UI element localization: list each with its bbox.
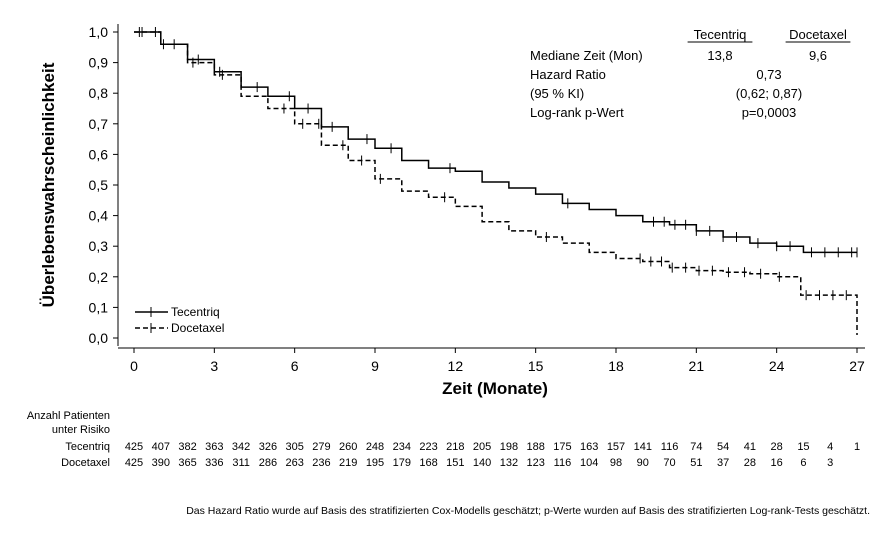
at-risk-value: 390 — [152, 457, 170, 469]
at-risk-value: 163 — [580, 441, 598, 453]
at-risk-value: 151 — [446, 457, 464, 469]
at-risk-value: 90 — [637, 457, 649, 469]
x-axis-label: Zeit (Monate) — [442, 379, 548, 398]
at-risk-value: 104 — [580, 457, 598, 469]
at-risk-value: 382 — [178, 441, 196, 453]
stats-value: 9,6 — [809, 48, 827, 63]
at-risk-value: 51 — [690, 457, 702, 469]
stats-value: 13,8 — [707, 48, 732, 63]
at-risk-row-label: Tecentriq — [65, 441, 110, 453]
legend-label-tecentriq: Tecentriq — [171, 305, 220, 319]
at-risk-value: 336 — [205, 457, 223, 469]
at-risk-value: 140 — [473, 457, 491, 469]
at-risk-value: 234 — [393, 441, 411, 453]
stats-value: p=0,0003 — [742, 105, 797, 120]
at-risk-value: 365 — [178, 457, 196, 469]
at-risk-value: 219 — [339, 457, 357, 469]
at-risk-value: 188 — [526, 441, 544, 453]
at-risk-value: 70 — [663, 457, 675, 469]
at-risk-value: 3 — [827, 457, 833, 469]
stats-header: Docetaxel — [789, 27, 847, 42]
at-risk-value: 41 — [744, 441, 756, 453]
at-risk-value: 326 — [259, 441, 277, 453]
at-risk-value: 116 — [554, 457, 572, 469]
at-risk-value: 279 — [312, 441, 330, 453]
footnote: Das Hazard Ratio wurde auf Basis des str… — [186, 505, 870, 517]
legend-label-docetaxel: Docetaxel — [171, 321, 224, 335]
at-risk-value: 175 — [553, 441, 571, 453]
y-tick-label: 0,1 — [89, 299, 109, 315]
stats-row-label: Log-rank p-Wert — [530, 105, 624, 120]
y-tick-label: 0,0 — [89, 330, 109, 346]
y-tick-label: 0,3 — [89, 238, 109, 254]
at-risk-value: 116 — [661, 441, 679, 453]
at-risk-title: unter Risiko — [52, 424, 110, 436]
y-tick-label: 1,0 — [89, 24, 109, 40]
at-risk-value: 223 — [419, 441, 437, 453]
x-tick-label: 6 — [291, 358, 299, 374]
x-tick-label: 12 — [448, 358, 464, 374]
y-tick-label: 0,7 — [89, 116, 109, 132]
x-tick-label: 21 — [689, 358, 705, 374]
at-risk-value: 123 — [526, 457, 544, 469]
y-axis-label: Überlebenswahrscheinlichkeit — [39, 62, 58, 307]
at-risk-value: 236 — [312, 457, 330, 469]
y-tick-label: 0,9 — [89, 55, 109, 71]
y-tick-label: 0,8 — [89, 85, 109, 101]
at-risk-value: 195 — [366, 457, 384, 469]
tecentriq-curve — [134, 31, 857, 254]
x-tick-label: 0 — [130, 358, 138, 374]
at-risk-value: 168 — [419, 457, 437, 469]
stats-row-label: Hazard Ratio — [530, 67, 606, 82]
stats-row-label: (95 % KI) — [530, 86, 584, 101]
at-risk-value: 311 — [232, 457, 250, 469]
at-risk-value: 363 — [205, 441, 223, 453]
stats-row-label: Mediane Zeit (Mon) — [530, 48, 643, 63]
at-risk-value: 218 — [446, 441, 464, 453]
stats-value: 0,73 — [756, 67, 781, 82]
at-risk-row-label: Docetaxel — [61, 457, 110, 469]
x-tick-label: 27 — [849, 358, 865, 374]
at-risk-value: 98 — [610, 457, 622, 469]
at-risk-value: 248 — [366, 441, 384, 453]
at-risk-value: 342 — [232, 441, 250, 453]
x-tick-label: 18 — [608, 358, 624, 374]
at-risk-value: 263 — [285, 457, 303, 469]
stats-header: Tecentriq — [694, 27, 747, 42]
at-risk-value: 157 — [607, 441, 625, 453]
at-risk-value: 15 — [797, 441, 809, 453]
at-risk-value: 132 — [500, 457, 518, 469]
x-tick-label: 24 — [769, 358, 785, 374]
x-tick-label: 9 — [371, 358, 379, 374]
at-risk-value: 425 — [125, 441, 143, 453]
at-risk-title: Anzahl Patienten — [27, 410, 110, 422]
at-risk-value: 305 — [285, 441, 303, 453]
y-tick-label: 0,6 — [89, 146, 109, 162]
at-risk-value: 74 — [690, 441, 702, 453]
at-risk-value: 198 — [500, 441, 518, 453]
at-risk-value: 54 — [717, 441, 729, 453]
at-risk-value: 286 — [259, 457, 277, 469]
at-risk-value: 260 — [339, 441, 357, 453]
at-risk-value: 16 — [771, 457, 783, 469]
y-tick-label: 0,5 — [89, 177, 109, 193]
at-risk-value: 28 — [771, 441, 783, 453]
at-risk-value: 425 — [125, 457, 143, 469]
y-tick-label: 0,2 — [89, 269, 109, 285]
x-tick-label: 3 — [210, 358, 218, 374]
at-risk-value: 141 — [634, 441, 652, 453]
at-risk-value: 37 — [717, 457, 729, 469]
at-risk-value: 205 — [473, 441, 491, 453]
stats-value: (0,62; 0,87) — [736, 86, 803, 101]
at-risk-value: 179 — [393, 457, 411, 469]
at-risk-value: 28 — [744, 457, 756, 469]
y-tick-label: 0,4 — [89, 208, 109, 224]
at-risk-value: 4 — [827, 441, 833, 453]
at-risk-value: 1 — [854, 441, 860, 453]
at-risk-value: 407 — [152, 441, 170, 453]
docetaxel-curve — [134, 31, 858, 335]
at-risk-value: 6 — [800, 457, 806, 469]
x-tick-label: 15 — [528, 358, 544, 374]
